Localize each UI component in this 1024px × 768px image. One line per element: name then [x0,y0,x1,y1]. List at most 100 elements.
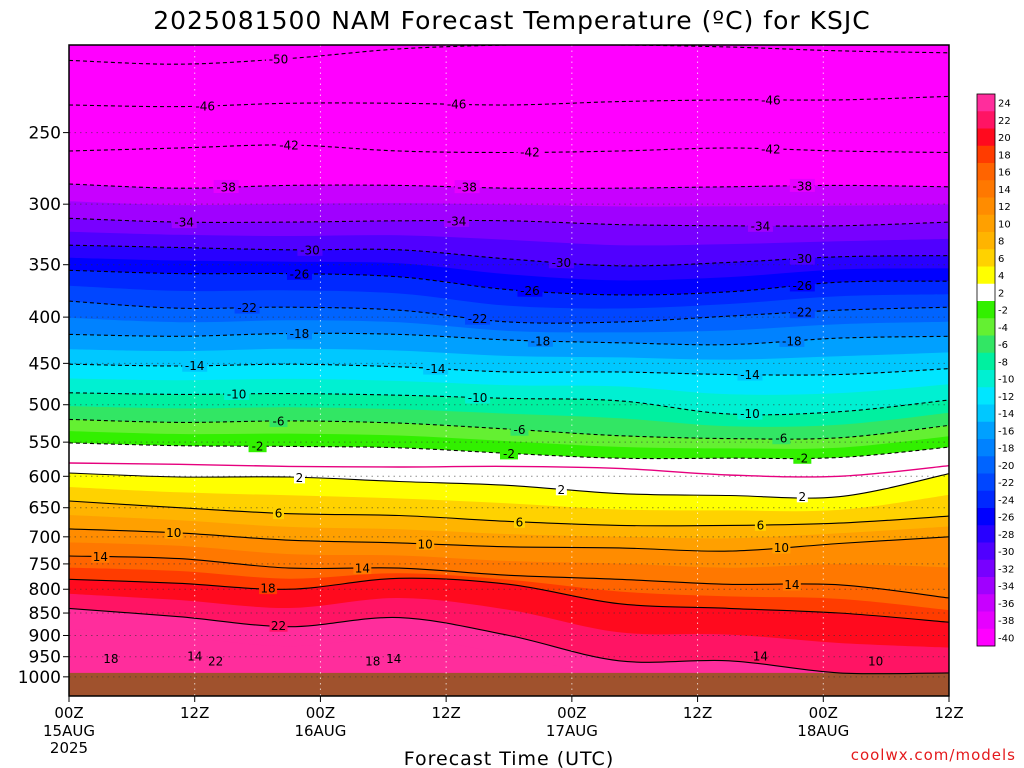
isotherm-label-bg [91,549,110,563]
isotherm-label: -10 [468,391,488,405]
isotherm-label-bg [259,581,278,595]
x-tick-label: 12Z [431,704,460,722]
x-tick-date: 16AUG [294,722,346,740]
isotherm-label: 14 [93,550,108,564]
isotherm-line [69,144,949,154]
isotherm-label: -50 [269,53,289,67]
isotherm-label-bg [297,242,323,256]
isotherm-label: 18 [365,655,380,669]
colorbar-swatch [977,145,995,164]
colorbar-swatch [977,180,995,198]
colorbar-swatch [977,283,995,302]
source-credit[interactable]: coolwx.com/models [851,746,1016,764]
y-tick-label: 900 [29,626,61,646]
isotherm-label-bg [793,450,812,464]
colorbar-swatch [977,111,995,129]
isotherm-label: 2 [799,490,807,504]
isotherm-label: -10 [740,407,760,421]
isotherm-label-bg [500,446,518,460]
isotherm-label: -46 [761,93,781,107]
colorbar-label: -22 [998,478,1014,489]
colorbar-label: -30 [998,547,1014,558]
isotherm-label-bg [796,489,808,503]
y-tick-label: 1000 [18,668,61,688]
isotherm-label: 6 [275,507,283,521]
plot-frame [68,44,950,697]
colorbar-legend: 24 22 20 18 16 14 12 10 8 6 4 2 -2 -4 -6 -8 -10 -12 -14 -16… [976,93,1014,647]
colorbar-swatch [977,214,995,233]
isotherm-label-bg [224,386,250,400]
isotherm-label-bg [779,333,805,347]
y-tick-label: 950 [29,648,61,668]
colorbar-swatch [977,128,995,147]
x-tick-date: 18AUG [797,722,849,740]
y-tick-label: 800 [29,580,61,600]
isotherm-label-bg [182,358,208,372]
y-tick-label: 700 [29,528,61,548]
isotherm-line [69,528,949,552]
isotherm-line [69,418,949,440]
y-tick-label: 250 [29,124,61,144]
isotherm-label-bg [444,213,470,227]
y-tick-label: 550 [29,433,61,453]
isotherm-label-bg [286,266,312,280]
isotherm-label-bg [517,283,543,297]
colorbar-label: 16 [998,168,1011,179]
isotherm-line [69,363,949,376]
isotherm-label: -38 [216,180,236,194]
isotherm-label-bg [782,577,801,591]
isotherm-label: -22 [468,312,488,326]
isotherm-label: 18 [103,652,118,666]
isotherm-label-bg [527,333,553,347]
isotherm-line [69,607,949,675]
isotherm-label: -46 [447,98,467,112]
colorbar-swatch [977,318,995,336]
isotherm-label: -34 [174,216,194,230]
colorbar-label: -6 [998,340,1008,351]
colorbar-swatch [977,232,995,250]
colorbar-swatch [977,163,995,181]
isotherm-label: 10 [774,541,789,555]
colorbar-label: -40 [998,633,1014,644]
colorbar-label: -10 [998,375,1014,386]
isotherm-label-bg [276,137,302,151]
isotherm-label: -26 [793,279,813,293]
isotherm-line [69,500,949,527]
isotherm-label-bg [266,52,292,66]
isotherm-label: 2 [558,483,566,497]
isotherm-label-bg [737,367,763,381]
isotherm-label: -18 [531,334,551,348]
isotherm-label-bg [758,142,784,156]
isotherm-label: -6 [513,423,525,437]
x-tick-label: 00Z [557,704,586,722]
ground-fill [69,672,949,696]
x-tick-date: 17AUG [546,722,598,740]
colorbar-label: 4 [998,271,1004,282]
colorbar-label: 6 [998,254,1004,265]
colorbar-label: -12 [998,392,1014,403]
y-axis: 2503003504004505005506006507007508008509… [18,124,69,688]
colorbar-label: 14 [998,185,1011,196]
y-tick-label: 650 [29,499,61,519]
isotherm-label: -42 [761,143,781,157]
temperature-field [69,45,949,696]
colorbar-label: -34 [998,582,1014,593]
x-tick-label: 00Z [809,704,838,722]
chart-title: 2025081500 NAM Forecast Temperature (ºC)… [153,6,870,35]
colorbar-swatch [977,508,995,526]
colorbar-swatch [977,301,995,319]
isotherm-label: 18 [260,582,275,596]
isotherm-label: -18 [782,334,802,348]
colorbar-label: 22 [998,116,1011,127]
isotherm-label-bg [737,406,763,420]
colorbar-label: -20 [998,461,1014,472]
isotherm-label-bg [269,618,288,632]
colorbar-swatch [977,628,995,647]
y-tick-label: 750 [29,555,61,575]
isotherm-label-bg [789,278,815,292]
colorbar-swatch [977,94,995,112]
isotherm-label-bg [286,326,312,340]
colorbar-label: -26 [998,513,1014,524]
isotherm-label: -38 [457,181,477,195]
colorbar-swatch [977,352,995,371]
